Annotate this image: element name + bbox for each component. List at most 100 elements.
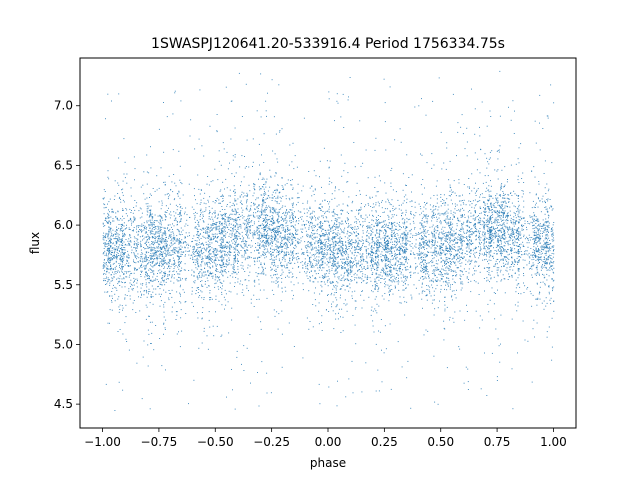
data-point — [180, 227, 182, 229]
data-point — [180, 248, 182, 250]
data-point — [487, 279, 489, 281]
data-point — [207, 235, 209, 237]
data-point — [346, 248, 348, 250]
data-point — [175, 217, 177, 219]
data-point — [349, 267, 351, 269]
data-point — [165, 216, 167, 218]
data-point — [502, 223, 504, 225]
data-point — [312, 217, 314, 219]
data-point — [201, 275, 203, 277]
data-point — [216, 233, 218, 235]
data-point — [349, 77, 351, 78]
data-point — [516, 211, 518, 213]
data-point — [193, 235, 195, 237]
data-point — [548, 217, 549, 219]
data-point — [496, 193, 498, 195]
data-point — [491, 287, 493, 289]
data-point — [423, 334, 425, 336]
data-point — [283, 244, 285, 246]
data-point — [543, 274, 545, 276]
data-point — [237, 266, 239, 268]
data-point — [414, 201, 416, 203]
data-point — [392, 279, 394, 281]
data-point — [195, 267, 197, 269]
data-point — [221, 228, 223, 230]
data-point — [418, 244, 420, 246]
data-point — [317, 273, 319, 274]
data-point — [149, 255, 151, 257]
data-point — [237, 258, 238, 260]
data-point — [159, 244, 161, 246]
data-point — [221, 266, 223, 268]
data-point — [381, 349, 382, 351]
data-point — [391, 248, 392, 250]
data-point — [234, 255, 236, 257]
data-point — [351, 247, 353, 249]
data-point — [535, 233, 537, 235]
data-point — [443, 244, 444, 246]
data-point — [441, 238, 443, 240]
data-point — [431, 241, 432, 243]
data-point — [272, 218, 274, 220]
data-point — [367, 262, 369, 264]
data-point — [198, 235, 200, 236]
data-point — [160, 167, 162, 169]
data-point — [246, 200, 248, 202]
data-point — [279, 226, 281, 228]
data-point — [179, 212, 181, 214]
data-point — [501, 212, 503, 214]
data-point — [469, 237, 471, 238]
data-point — [435, 226, 437, 228]
data-point — [248, 244, 249, 246]
data-point — [516, 220, 518, 222]
data-point — [395, 262, 397, 264]
data-point — [260, 321, 262, 323]
data-point — [479, 315, 481, 317]
data-point — [449, 266, 451, 267]
data-point — [233, 224, 235, 226]
data-point — [140, 244, 142, 245]
data-point — [447, 235, 449, 237]
data-point — [336, 281, 338, 283]
data-point — [414, 254, 416, 256]
data-point — [436, 180, 438, 182]
data-point — [218, 221, 220, 223]
data-point — [393, 280, 395, 282]
data-point — [108, 217, 110, 219]
data-point — [407, 360, 409, 362]
data-point — [550, 258, 552, 259]
data-point — [156, 257, 158, 259]
data-point — [158, 257, 160, 259]
data-point — [488, 189, 490, 191]
data-point — [174, 242, 176, 244]
data-point — [483, 254, 485, 256]
data-point — [213, 250, 215, 252]
data-point — [171, 238, 172, 240]
data-point — [485, 254, 487, 256]
data-point — [510, 238, 512, 240]
data-point — [146, 241, 148, 243]
data-point — [504, 278, 506, 280]
data-point — [107, 265, 109, 267]
data-point — [243, 216, 245, 218]
data-point — [315, 247, 317, 249]
data-point — [476, 261, 478, 263]
data-point — [537, 251, 539, 253]
data-point — [362, 273, 364, 275]
data-point — [326, 160, 328, 162]
data-point — [154, 264, 156, 266]
data-point — [274, 210, 276, 212]
data-point — [540, 225, 542, 227]
data-point — [331, 269, 333, 271]
data-point — [539, 274, 540, 276]
data-point — [256, 260, 258, 262]
data-point — [528, 242, 530, 244]
data-point — [112, 252, 113, 253]
data-point — [275, 208, 277, 210]
data-point — [444, 262, 445, 264]
data-point — [488, 223, 490, 225]
data-point — [445, 245, 447, 247]
data-point — [370, 235, 372, 236]
data-point — [226, 187, 228, 189]
data-point — [294, 224, 296, 226]
